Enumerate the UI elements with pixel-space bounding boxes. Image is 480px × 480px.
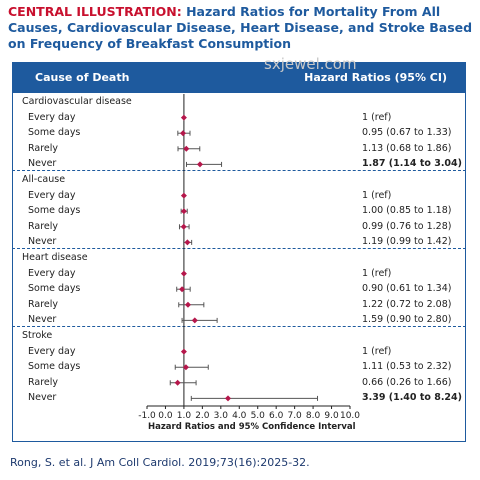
hazard-ratio-text: 1 (ref) — [362, 267, 392, 279]
hazard-ratio-point — [183, 145, 190, 152]
x-tick-label: -1.0 — [138, 411, 156, 421]
hazard-ratio-text: 1.22 (0.72 to 2.08) — [362, 298, 452, 310]
hazard-ratio-point — [184, 239, 191, 246]
x-tick-label: 8.0 — [306, 411, 321, 421]
row-label: Rarely — [28, 298, 59, 310]
hazard-ratio-point — [179, 130, 186, 137]
title-text: Hazard Ratios for Mortality From All Cau… — [8, 4, 473, 51]
table-header: Cause of Death Hazard Ratios (95% CI) — [13, 63, 465, 93]
hazard-ratio-point — [225, 395, 232, 402]
hazard-ratio-point — [180, 270, 187, 277]
hazard-ratio-text: 3.39 (1.40 to 8.24) — [362, 392, 462, 404]
hazard-ratio-point — [196, 161, 203, 168]
group-title: Stroke — [22, 330, 53, 341]
hazard-ratio-point — [180, 223, 187, 230]
x-tick-label: 0.0 — [158, 411, 173, 421]
row-label: Rarely — [28, 220, 59, 232]
group-title: All-cause — [22, 174, 66, 185]
row-label: Some days — [28, 361, 81, 373]
row-label: Some days — [28, 205, 81, 217]
row-label: Never — [28, 314, 57, 326]
hazard-ratio-point — [191, 317, 198, 324]
x-tick-label: 10.0 — [340, 411, 360, 421]
x-tick-label: 5.0 — [251, 411, 266, 421]
row-label: Never — [28, 236, 57, 248]
row-label: Some days — [28, 283, 81, 295]
hazard-ratio-point — [180, 348, 187, 355]
hazard-ratio-text: 1.11 (0.53 to 2.32) — [362, 361, 452, 373]
hazard-ratio-text: 0.95 (0.67 to 1.33) — [362, 127, 452, 139]
hazard-ratio-text: 1.19 (0.99 to 1.42) — [362, 236, 452, 248]
x-tick-label: 2.0 — [195, 411, 210, 421]
x-tick-label: 4.0 — [232, 411, 247, 421]
group-title: Heart disease — [22, 252, 88, 263]
hazard-ratio-text: 1.59 (0.90 to 2.80) — [362, 314, 452, 326]
hazard-ratio-point — [182, 364, 189, 371]
x-tick-label: 6.0 — [269, 411, 284, 421]
x-axis-title: Hazard Ratios and 95% Confidence Interva… — [148, 422, 356, 432]
citation: Rong, S. et al. J Am Coll Cardiol. 2019;… — [10, 456, 310, 469]
row-label: Never — [28, 158, 57, 170]
hazard-ratio-point — [174, 379, 181, 386]
row-label: Never — [28, 392, 57, 404]
hazard-ratio-text: 0.99 (0.76 to 1.28) — [362, 220, 452, 232]
forest-plot-frame: Cause of Death Hazard Ratios (95% CI) — [12, 62, 466, 442]
hazard-ratio-text: 0.66 (0.26 to 1.66) — [362, 376, 452, 388]
group-divider — [12, 326, 466, 327]
group-divider — [12, 170, 466, 171]
row-label: Rarely — [28, 142, 59, 154]
group-divider — [12, 248, 466, 249]
hazard-ratio-point — [180, 114, 187, 121]
hazard-ratio-point — [179, 286, 186, 293]
header-cause-of-death: Cause of Death — [35, 71, 130, 84]
hazard-ratio-text: 1.00 (0.85 to 1.18) — [362, 205, 452, 217]
hazard-ratio-point — [180, 192, 187, 199]
watermark: sxjewel.com — [264, 55, 357, 73]
hazard-ratio-point — [184, 301, 191, 308]
x-tick-label: 1.0 — [177, 411, 192, 421]
header-hazard-ratios: Hazard Ratios (95% CI) — [304, 71, 447, 84]
row-label: Every day — [28, 267, 76, 279]
x-tick-label: 3.0 — [214, 411, 229, 421]
hazard-ratio-text: 1 (ref) — [362, 111, 392, 123]
row-label: Every day — [28, 189, 76, 201]
row-label: Rarely — [28, 376, 59, 388]
hazard-ratio-text: 1.13 (0.68 to 1.86) — [362, 142, 452, 154]
title-lead: CENTRAL ILLUSTRATION: — [8, 4, 182, 19]
hazard-ratio-text: 1 (ref) — [362, 345, 392, 357]
row-label: Some days — [28, 127, 81, 139]
x-tick-label: 7.0 — [287, 411, 302, 421]
row-label: Every day — [28, 345, 76, 357]
group-title: Cardiovascular disease — [22, 96, 132, 107]
hazard-ratio-text: 1.87 (1.14 to 3.04) — [362, 158, 462, 170]
hazard-ratio-text: 0.90 (0.61 to 1.34) — [362, 283, 452, 295]
central-illustration-title: CENTRAL ILLUSTRATION: Hazard Ratios for … — [8, 4, 474, 52]
row-label: Every day — [28, 111, 76, 123]
x-tick-label: 9.0 — [324, 411, 339, 421]
hazard-ratio-text: 1 (ref) — [362, 189, 392, 201]
hazard-ratio-point — [180, 208, 187, 215]
